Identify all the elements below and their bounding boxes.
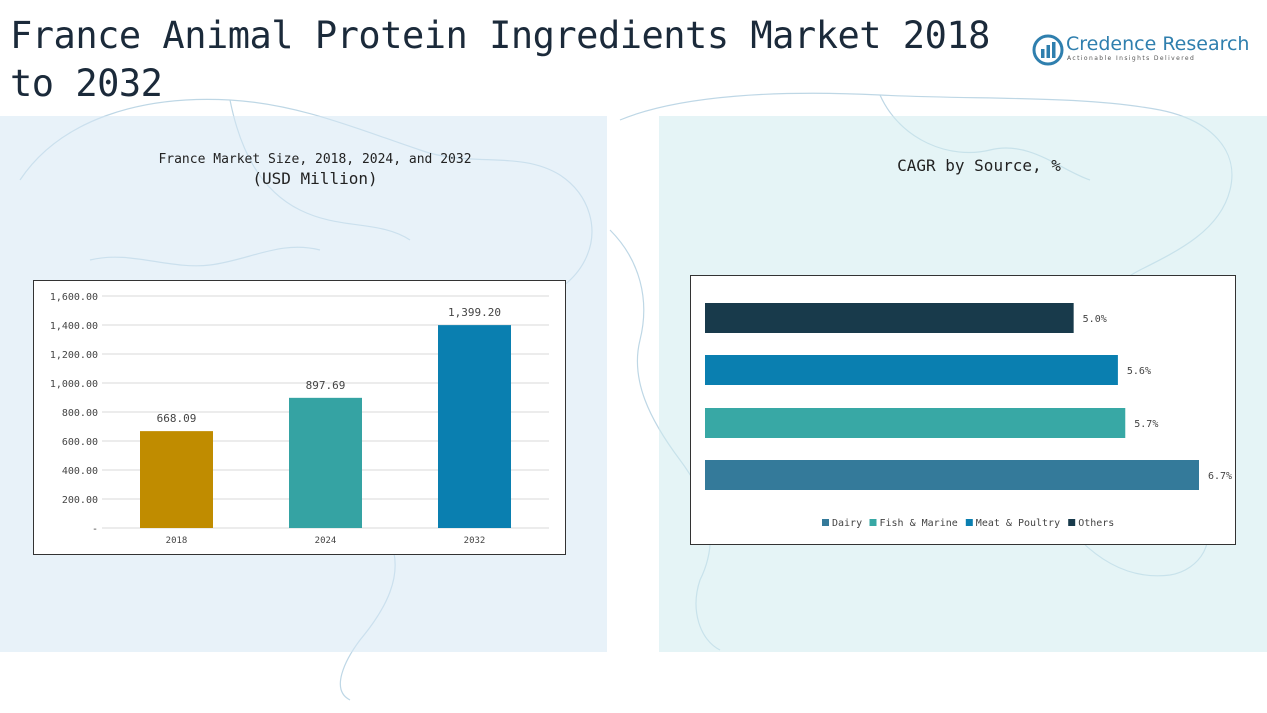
y-tick-label: 1,600.00: [50, 292, 98, 303]
legend-swatch: [965, 519, 973, 526]
bar-value-label: 5.6%: [1127, 366, 1151, 377]
bar-chart-circle-icon: [1032, 34, 1064, 66]
bar-2024: [289, 397, 362, 528]
y-tick-label: 600.00: [62, 437, 98, 448]
y-tick-label: 1,400.00: [50, 321, 98, 332]
market-size-subtitle: (USD Million): [252, 169, 378, 188]
cagr-chart-title: CAGR by Source, %: [897, 156, 1061, 175]
bar-fish-marine: [705, 408, 1126, 438]
legend-swatch: [1068, 519, 1076, 526]
bar-value-label: 5.7%: [1134, 419, 1158, 430]
legend-label: Others: [1078, 518, 1114, 529]
y-tick-label: 1,200.00: [50, 350, 98, 361]
bar-dairy: [705, 460, 1199, 490]
y-tick-label: 800.00: [62, 408, 98, 419]
cagr-panel: CAGR by Source, % 6.7% 5.7% 5.6% 5.0% Dairy F…: [659, 116, 1267, 652]
x-tick-label: 2032: [464, 536, 486, 546]
bar-value-label: 668.09: [157, 412, 197, 425]
legend-swatch: [822, 519, 829, 526]
bar-value-label: 897.69: [306, 379, 346, 392]
cagr-horizontal-bar-chart: 6.7% 5.7% 5.6% 5.0% Dairy Fish & Marine Meat &…: [705, 303, 1232, 529]
legend-label: Dairy: [832, 518, 862, 529]
market-size-bar-chart: - 200.00 400.00 600.00 800.00 1,000.00 1,200.0…: [50, 292, 549, 546]
market-size-chart-title: France Market Size, 2018, 2024, and 2032…: [100, 152, 530, 188]
bar-others: [705, 303, 1074, 333]
logo-tagline: Actionable Insights Delivered: [1067, 55, 1196, 62]
legend-swatch: [869, 519, 877, 526]
logo-name: Credence Research: [1066, 33, 1250, 55]
y-tick-label: 200.00: [62, 495, 98, 506]
y-tick-label: -: [92, 524, 98, 535]
bar-value-label: 6.7%: [1208, 471, 1232, 482]
y-tick-label: 1,000.00: [50, 379, 98, 390]
legend-label: Meat & Poultry: [976, 518, 1060, 529]
bar-value-label: 1,399.20: [448, 306, 501, 319]
market-size-plot: - 200.00 400.00 600.00 800.00 1,000.00 1,200.0…: [33, 280, 566, 555]
page-title: France Animal Protein Ingredients Market…: [10, 14, 990, 105]
logo: Credence Research Actionable Insights De…: [1030, 30, 1255, 70]
x-tick-label: 2018: [166, 536, 188, 546]
x-tick-label: 2024: [315, 536, 337, 546]
market-size-title: France Market Size, 2018, 2024, and 2032: [158, 152, 472, 167]
bar-2018: [140, 431, 213, 528]
bar-2032: [438, 325, 511, 528]
market-size-panel: France Market Size, 2018, 2024, and 2032…: [0, 116, 607, 652]
legend-label: Fish & Marine: [880, 518, 958, 529]
bar-meat-poultry: [705, 355, 1118, 385]
y-tick-label: 400.00: [62, 466, 98, 477]
bar-value-label: 5.0%: [1083, 314, 1107, 325]
cagr-plot: 6.7% 5.7% 5.6% 5.0% Dairy Fish & Marine Meat &…: [690, 275, 1236, 545]
